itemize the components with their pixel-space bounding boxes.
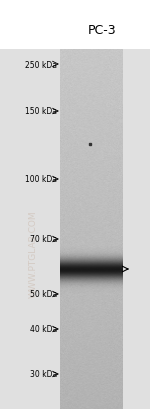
Text: 250 kDa: 250 kDa <box>25 61 57 70</box>
Bar <box>0 50 150 409</box>
Text: 30 kDa: 30 kDa <box>30 370 57 379</box>
Text: 70 kDa: 70 kDa <box>30 235 57 244</box>
Text: 50 kDa: 50 kDa <box>30 290 57 299</box>
Text: PC-3: PC-3 <box>88 23 116 36</box>
Text: 100 kDa: 100 kDa <box>25 175 57 184</box>
Text: WWW.PTGLAB.COM: WWW.PTGLAB.COM <box>28 210 38 297</box>
Text: 40 kDa: 40 kDa <box>30 325 57 334</box>
Text: 150 kDa: 150 kDa <box>25 107 57 116</box>
